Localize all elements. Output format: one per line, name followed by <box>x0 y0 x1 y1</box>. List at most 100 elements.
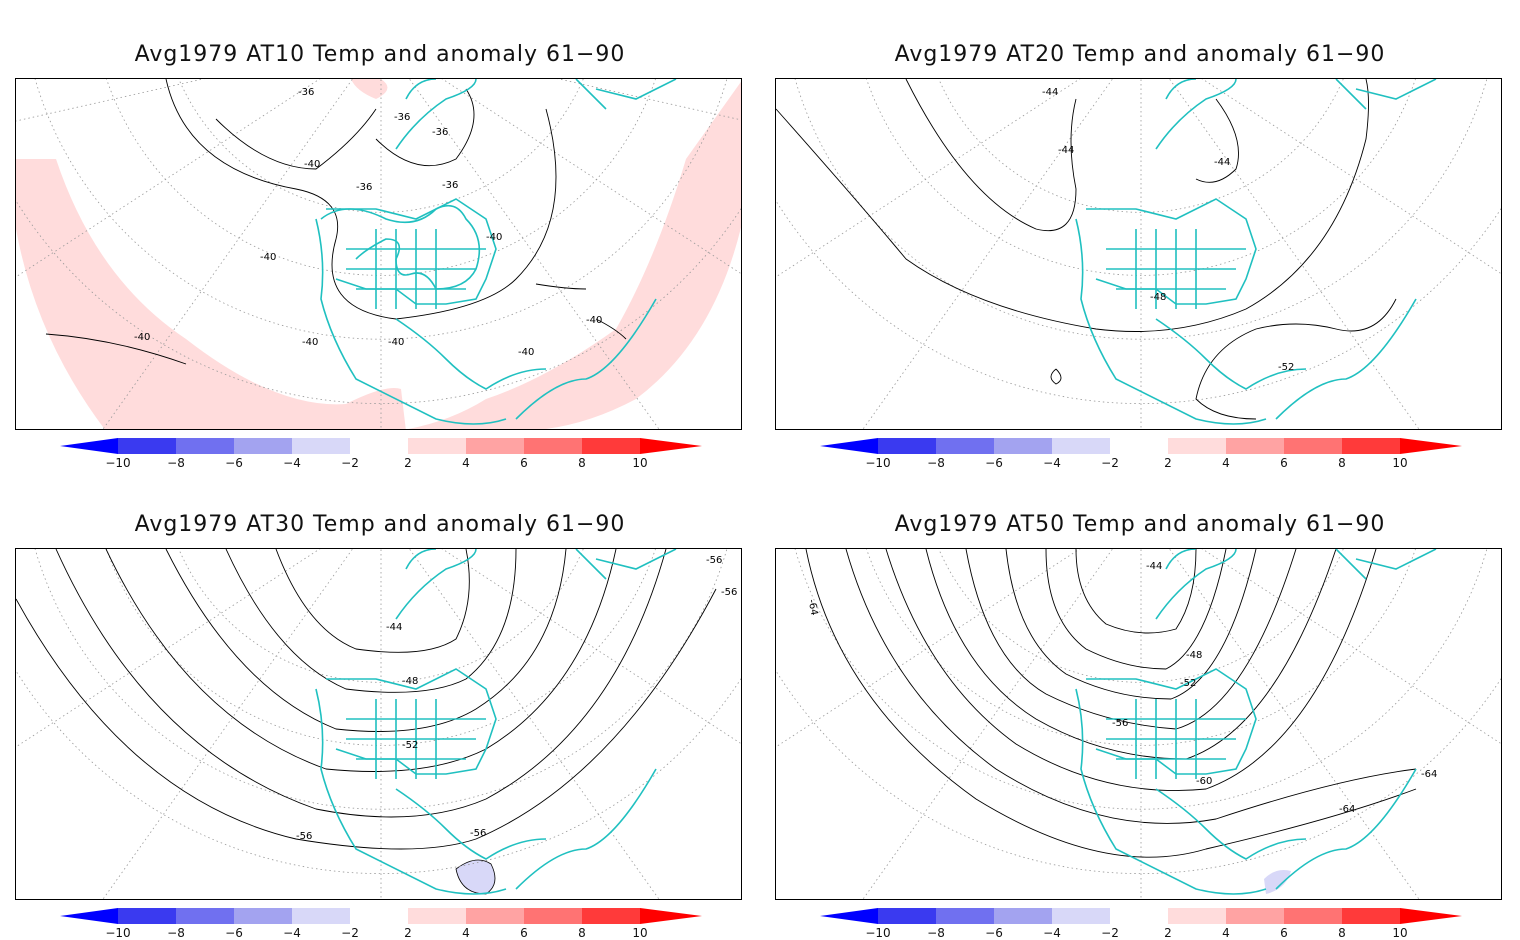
panel-title: Avg1979 AT30 Temp and anomaly 61−90 <box>134 512 626 537</box>
colorbar-swatch <box>1400 908 1462 924</box>
contour-label: -40 <box>518 347 534 358</box>
colorbar-tick: 2 <box>404 926 412 938</box>
contours <box>776 79 1397 420</box>
colorbar-swatch <box>60 908 118 924</box>
colorbar-swatch <box>878 908 936 924</box>
contour-label: -44 <box>1146 561 1162 572</box>
colorbar-swatch <box>1110 438 1168 454</box>
graticule <box>16 79 741 429</box>
colorbar-swatch <box>118 908 176 924</box>
colorbar-tick: 10 <box>1392 926 1407 938</box>
colorbar-swatch <box>936 438 994 454</box>
contour-label: -56 <box>721 587 737 598</box>
contour-label: -36 <box>298 87 314 98</box>
anomaly-positive-shading <box>408 81 741 429</box>
contour-labels: -44 -48 -52 -56 -60 -64 -64 -64 <box>806 561 1438 815</box>
contour-label: -44 <box>386 622 402 633</box>
contour-label: -44 <box>1042 87 1058 98</box>
colorbar-swatch <box>118 438 176 454</box>
colorbar-tick: 8 <box>578 926 586 938</box>
colorbar-swatch <box>234 908 292 924</box>
contour-labels: -44 -48 -52 -56 -56 -56 -56 <box>296 555 737 842</box>
colorbar-tick: −8 <box>167 456 185 468</box>
colorbar-swatch <box>1226 438 1284 454</box>
colorbar-swatch <box>1052 908 1110 924</box>
anomaly-positive-shading <box>351 79 388 99</box>
anomaly-positive-shading <box>16 159 406 429</box>
contour-label: -36 <box>432 127 448 138</box>
graticule <box>776 549 1501 899</box>
graticule <box>16 549 741 899</box>
contour-label: -40 <box>134 332 150 343</box>
contour-label: -64 <box>806 598 820 616</box>
contour-label: -40 <box>388 337 404 348</box>
colorbar-swatch <box>408 908 466 924</box>
contour-label: -36 <box>442 180 458 191</box>
contour-label: -40 <box>304 159 320 170</box>
colorbar-swatch <box>466 908 524 924</box>
colorbar-swatch <box>582 438 640 454</box>
colorbar-tick: −10 <box>105 926 130 938</box>
coastline <box>315 549 677 895</box>
colorbar: −10 −8 −6 −4 −2 2 4 6 8 10 <box>820 908 1462 938</box>
colorbar-swatch <box>936 908 994 924</box>
contours <box>805 549 1417 858</box>
contour-label: -48 <box>1150 292 1166 303</box>
contour-label: -40 <box>260 252 276 263</box>
colorbar-swatch <box>234 438 292 454</box>
colorbar-swatch <box>640 438 702 454</box>
map-frame: -44 -48 -52 -56 -60 -64 -64 -64 <box>775 548 1502 900</box>
panel-at50: Avg1979 AT50 Temp and anomaly 61−90 <box>760 470 1520 940</box>
colorbar-swatch <box>820 908 878 924</box>
colorbar-tick: 10 <box>632 926 647 938</box>
colorbar-swatch <box>350 908 408 924</box>
colorbar-swatch <box>292 908 350 924</box>
contour-label: -44 <box>1058 145 1074 156</box>
colorbar-tick: −4 <box>283 926 301 938</box>
contours <box>45 79 627 365</box>
colorbar-tick: −2 <box>1101 926 1119 938</box>
polar-map: -44 -48 -52 -56 -56 -56 -56 <box>16 549 741 899</box>
panel-title: Avg1979 AT50 Temp and anomaly 61−90 <box>894 512 1386 537</box>
contour-label: -52 <box>1278 362 1294 373</box>
colorbar-swatch <box>1168 438 1226 454</box>
colorbar-tick: 8 <box>1338 456 1346 468</box>
colorbar-swatch <box>1342 908 1400 924</box>
contour-label: -52 <box>402 740 418 751</box>
colorbar-swatch <box>1110 908 1168 924</box>
panel-title: Avg1979 AT10 Temp and anomaly 61−90 <box>134 42 626 67</box>
contour-label: -40 <box>302 337 318 348</box>
contour-label: -56 <box>470 828 486 839</box>
colorbar-tick: 6 <box>1280 926 1288 938</box>
colorbar-tick: −8 <box>167 926 185 938</box>
colorbar-tick: −8 <box>927 926 945 938</box>
contour-label: -48 <box>1186 650 1202 661</box>
contour-label: -40 <box>586 315 602 326</box>
panel-at10: Avg1979 AT10 Temp and anomaly 61−90 <box>0 0 760 470</box>
polar-map: -44 -44 -44 -48 -52 <box>776 79 1501 429</box>
colorbar: −10 −8 −6 −4 −2 2 4 6 8 10 <box>60 438 702 468</box>
contour-label: -40 <box>486 232 502 243</box>
polar-map: -36 -36 -36 -40 -36 -36 -40 -40 -40 -40 … <box>16 79 741 429</box>
colorbar-swatch <box>466 438 524 454</box>
graticule <box>776 79 1501 429</box>
coastline <box>1075 549 1437 895</box>
colorbar: −10 −8 −6 −4 −2 2 4 6 8 10 <box>60 908 702 938</box>
colorbar-tick: 4 <box>1222 456 1230 468</box>
contour-label: -64 <box>1421 769 1437 780</box>
colorbar-tick: −4 <box>1043 926 1061 938</box>
colorbar-swatch <box>994 438 1052 454</box>
colorbar-swatch <box>1284 438 1342 454</box>
colorbar-tick: 10 <box>1392 456 1407 468</box>
colorbar-tick: −4 <box>283 456 301 468</box>
colorbar-tick: −6 <box>225 926 243 938</box>
colorbar-swatch <box>176 908 234 924</box>
contour-label: -44 <box>1214 157 1230 168</box>
colorbar-tick: −6 <box>985 456 1003 468</box>
colorbar-tick: −10 <box>865 456 890 468</box>
colorbar-swatch <box>292 438 350 454</box>
coastline <box>315 79 677 425</box>
colorbar-tick: 8 <box>578 456 586 468</box>
colorbar-tick: −10 <box>865 926 890 938</box>
colorbar-tick: −6 <box>985 926 1003 938</box>
